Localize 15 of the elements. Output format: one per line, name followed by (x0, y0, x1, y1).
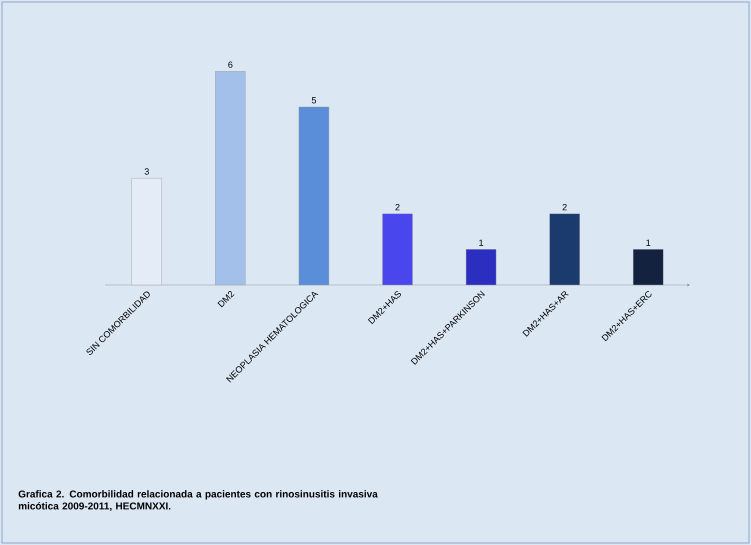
bar (549, 214, 580, 286)
data-label: 6 (228, 61, 232, 68)
data-label: 1 (646, 240, 650, 246)
data-label: 5 (312, 97, 316, 104)
bar (215, 71, 246, 286)
bar (382, 214, 413, 286)
bar (132, 178, 162, 286)
bar (298, 106, 330, 286)
data-label: 2 (562, 204, 567, 210)
data-label: 3 (144, 168, 149, 175)
bar (466, 249, 496, 286)
data-label: 1 (479, 240, 484, 246)
data-label: 2 (395, 204, 400, 210)
bar (633, 249, 664, 286)
text: Grafica 2. Comorbilidad relacionada a pacientes con rinosinusitis invasiva micótica 2009-2011, HECMNXXI. (18, 490, 378, 511)
